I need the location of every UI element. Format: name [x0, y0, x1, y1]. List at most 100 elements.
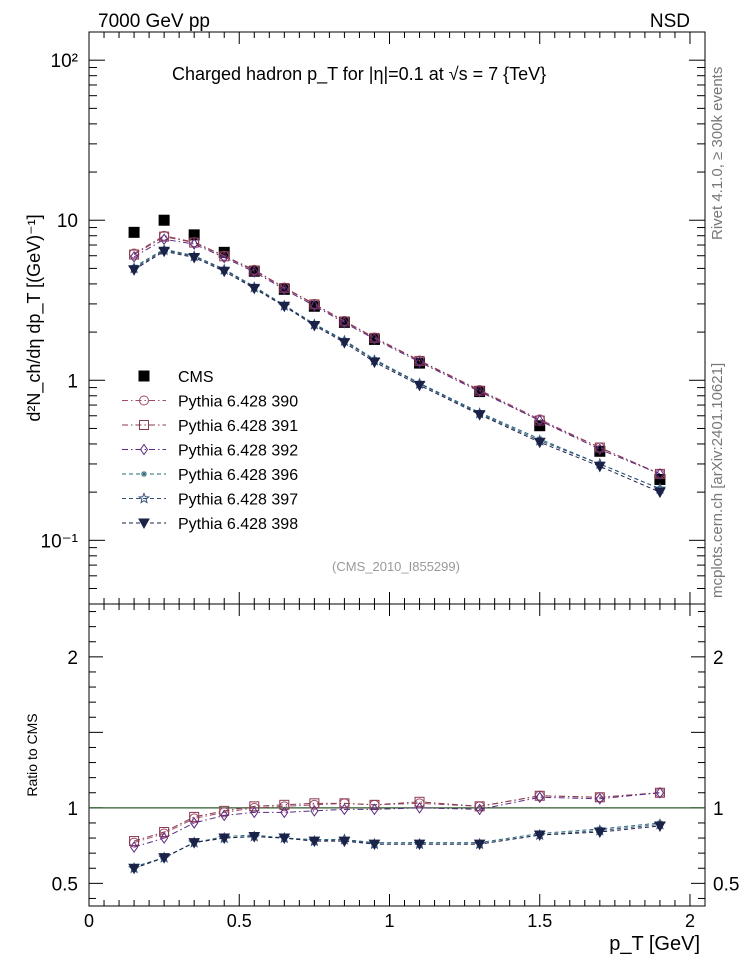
- ratio-point: [250, 806, 259, 819]
- ratio-point: [654, 821, 666, 832]
- ratio-point: [129, 841, 139, 853]
- main-point: [159, 231, 170, 242]
- ratio-point: [595, 792, 604, 805]
- header-right: NSD: [650, 11, 690, 32]
- legend-item: Pythia 6.428 391: [122, 418, 298, 435]
- ratio-line-3: [133, 822, 660, 868]
- legend: CMS Pythia 6.428 390 Pythia 6.428 391 Pythi…: [122, 369, 298, 533]
- main-point: [189, 237, 200, 248]
- ratio-line-1: [133, 792, 660, 842]
- ratio-point: [308, 836, 321, 848]
- main-point: [248, 283, 261, 295]
- main-point: [190, 238, 199, 250]
- ratio-point: [340, 803, 349, 816]
- legend-label: Pythia 6.428 392: [178, 443, 298, 460]
- main-point: [655, 468, 665, 480]
- main-point: [218, 266, 231, 278]
- analysis-watermark: (CMS_2010_I855299): [332, 559, 460, 574]
- ratio-point: [189, 811, 200, 822]
- ratio-series-4: [128, 818, 666, 874]
- main-point: [309, 299, 320, 310]
- main-line-4: [133, 248, 661, 490]
- ratio-point: [413, 839, 426, 851]
- main-line-1: [133, 235, 661, 475]
- ratio-y-axis-label: Ratio to CMS: [24, 713, 40, 796]
- main-point: [415, 356, 424, 368]
- x-tick-label: 0: [84, 911, 94, 931]
- ratio-point: [655, 786, 665, 799]
- legend-item: Pythia 6.428 396: [122, 467, 298, 484]
- x-tick-label: 0.5: [227, 911, 252, 931]
- ratio-point: [190, 817, 199, 829]
- ratio-point: [594, 792, 605, 803]
- ratio-y-tick-label: 2: [67, 648, 78, 669]
- ratio-point: [159, 827, 170, 838]
- main-point: [310, 299, 319, 312]
- main-point: [340, 316, 349, 329]
- legend-marker: [139, 420, 149, 430]
- ratio-point: [279, 799, 290, 810]
- main-point: [158, 214, 170, 226]
- ratio-line-4: [133, 823, 660, 869]
- legend-label: Pythia 6.428 398: [178, 516, 298, 533]
- ratio-point: [220, 809, 229, 822]
- main-point: [533, 437, 546, 449]
- y-tick-label: 1: [67, 371, 78, 392]
- main-series-1: [129, 230, 665, 479]
- legend-marker: [138, 370, 150, 382]
- main-series-6: [128, 246, 666, 499]
- ratio-point: [249, 801, 260, 812]
- main-point: [593, 461, 606, 473]
- legend-marker: [139, 443, 149, 456]
- ratio-point: [415, 801, 424, 814]
- ratio-y-tick-label-right: 0.5: [713, 874, 739, 895]
- ratio-point: [128, 863, 140, 875]
- y-tick-label: 10: [57, 211, 78, 232]
- ratio-series-3: [131, 819, 663, 870]
- ratio-y-tick-label: 0.5: [52, 874, 78, 895]
- x-axis-label: p_T [GeV]: [609, 933, 700, 955]
- main-line-3: [133, 238, 661, 475]
- ratio-point: [158, 853, 170, 864]
- ratio-point: [534, 790, 545, 801]
- ratio-point: [535, 791, 544, 804]
- legend-label: CMS: [178, 369, 214, 386]
- ratio-point: [475, 803, 484, 816]
- x-tick-label: 1: [384, 911, 394, 931]
- legend-item: Pythia 6.428 390: [122, 394, 298, 411]
- ratio-point: [414, 796, 425, 807]
- ratio-point: [310, 804, 319, 817]
- ratio-point: [338, 836, 351, 848]
- side-label-mcplots: mcplots.cern.ch [arXiv:2401.10621]: [709, 363, 726, 598]
- ratio-point: [248, 832, 261, 843]
- ratio-point: [309, 798, 320, 809]
- main-series-3: [129, 233, 665, 480]
- main-line-6: [133, 250, 661, 493]
- legend-label: Pythia 6.428 390: [178, 394, 298, 411]
- data-series: [128, 214, 666, 875]
- main-point: [654, 487, 666, 499]
- ratio-point: [129, 836, 140, 847]
- ratio-frame: [88, 603, 706, 907]
- main-point: [220, 251, 229, 264]
- ratio-series-5: [128, 821, 666, 875]
- ratio-y-tick-label-right: 2: [713, 648, 724, 669]
- ratio-point: [368, 839, 381, 851]
- ratio-line-0: [133, 792, 660, 844]
- ratio-series-0: [129, 787, 665, 848]
- main-point: [308, 320, 321, 332]
- ratio-y-tick-label-right: 1: [713, 799, 724, 820]
- main-point: [278, 301, 291, 313]
- y-axis-label: d²N_ch/dη dp_T [(GeV)⁻¹]: [24, 214, 45, 421]
- ratio-y-tick-label: 1: [67, 799, 78, 820]
- ratio-point: [280, 806, 289, 819]
- legend-marker: [139, 395, 149, 406]
- main-point: [128, 265, 140, 276]
- main-point: [158, 246, 170, 258]
- ratio-point: [188, 838, 201, 849]
- main-point: [595, 443, 604, 456]
- ratio-point: [278, 833, 291, 845]
- ratio-point: [218, 833, 231, 845]
- ratio-point: [593, 827, 606, 839]
